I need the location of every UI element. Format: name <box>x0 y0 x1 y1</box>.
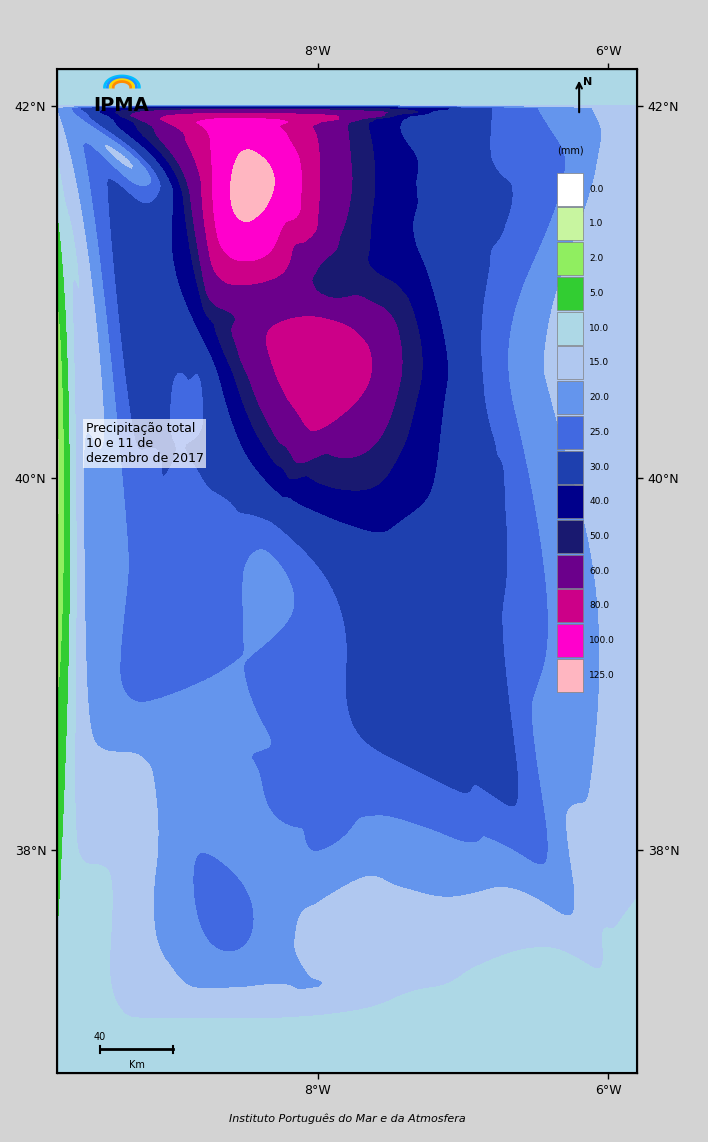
Bar <box>557 276 583 309</box>
Bar <box>557 589 583 622</box>
Text: 100.0: 100.0 <box>589 636 615 645</box>
Bar <box>557 485 583 518</box>
Bar <box>557 312 583 345</box>
Bar <box>557 172 583 206</box>
Text: 80.0: 80.0 <box>589 602 610 611</box>
Text: 15.0: 15.0 <box>589 359 610 368</box>
Text: 125.0: 125.0 <box>589 671 615 679</box>
Text: 50.0: 50.0 <box>589 532 610 541</box>
Text: 1.0: 1.0 <box>589 219 604 228</box>
Text: 2.0: 2.0 <box>589 254 603 263</box>
Text: IPMA: IPMA <box>93 96 149 115</box>
Bar <box>557 659 583 692</box>
Bar <box>557 451 583 483</box>
Bar <box>557 381 583 415</box>
Bar <box>557 416 583 449</box>
Text: 20.0: 20.0 <box>589 393 610 402</box>
Bar <box>557 208 583 240</box>
Text: 40: 40 <box>94 1032 106 1042</box>
Text: (mm): (mm) <box>557 146 584 156</box>
Text: 5.0: 5.0 <box>589 289 604 298</box>
Bar <box>557 625 583 658</box>
Text: N: N <box>583 78 593 87</box>
Text: Precipitação total
10 e 11 de
dezembro de 2017: Precipitação total 10 e 11 de dezembro d… <box>86 423 204 465</box>
Text: 40.0: 40.0 <box>589 497 610 506</box>
Text: Instituto Português do Mar e da Atmosfera: Instituto Português do Mar e da Atmosfer… <box>229 1113 465 1124</box>
Bar <box>557 520 583 553</box>
Text: 10.0: 10.0 <box>589 323 610 332</box>
Text: Km: Km <box>129 1060 144 1070</box>
Text: 60.0: 60.0 <box>589 566 610 576</box>
Text: 0.0: 0.0 <box>589 185 604 194</box>
Bar <box>557 346 583 379</box>
Bar <box>557 555 583 588</box>
Text: 25.0: 25.0 <box>589 428 610 436</box>
Bar <box>557 242 583 275</box>
Text: 30.0: 30.0 <box>589 463 610 472</box>
